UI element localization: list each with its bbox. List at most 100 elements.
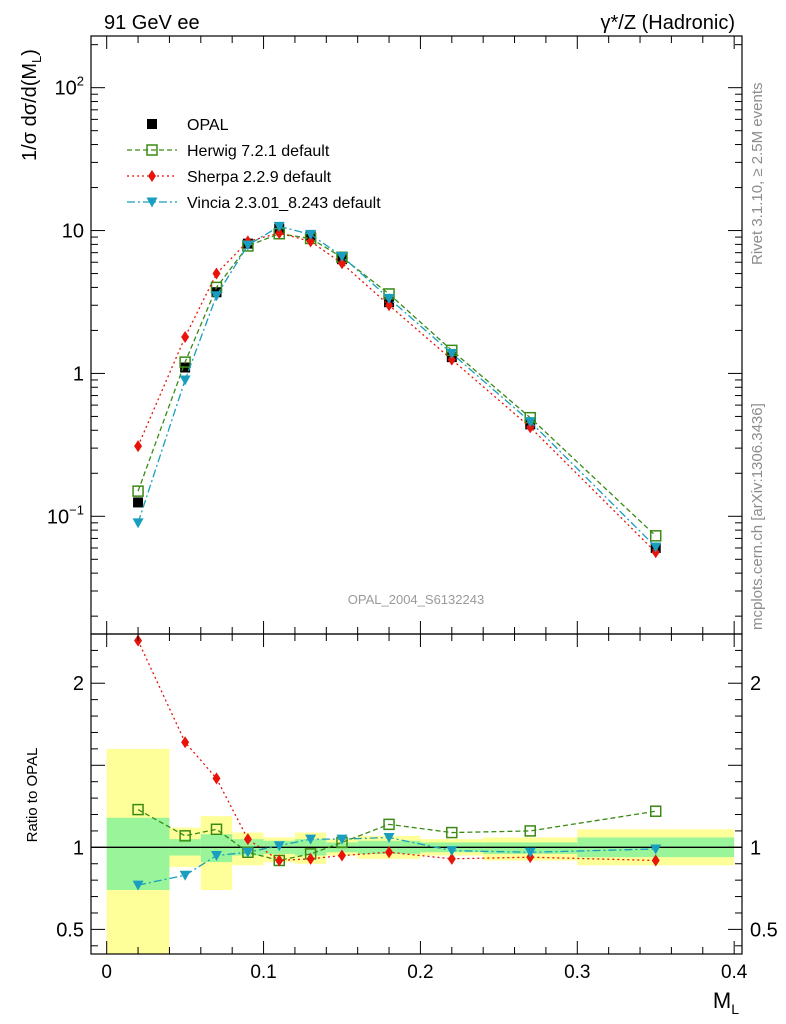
ratio-point-3-10: [650, 844, 662, 855]
side-label-upper: Rivet 3.1.10, ≥ 2.5M events: [749, 83, 766, 266]
main-y-tick-label: 10−1: [47, 502, 84, 528]
main-point-3-5: [305, 229, 317, 240]
ratio-point-3-5: [305, 834, 317, 845]
ratio-point-2-6: [337, 849, 346, 862]
main-point-0-0: [133, 497, 144, 508]
main-point-2-7: [385, 299, 394, 312]
main-point-3-2: [210, 291, 222, 302]
ratio-series-2: [134, 634, 660, 867]
legend-entry-0: OPAL: [147, 117, 229, 134]
ratio-y-axis-label: Ratio to OPAL: [24, 748, 41, 843]
ratio-panel: 0.5 0.5 1 1 2 2 Ratio to OPAL: [24, 633, 778, 955]
ratio-point-1-7: [383, 818, 395, 831]
ratio-point-2-7: [385, 846, 394, 859]
x-tick-label: 0.4: [721, 962, 748, 983]
ratio-point-1-9: [524, 825, 536, 837]
legend-entry-1: Herwig 7.2.1 default: [127, 143, 330, 160]
main-series-1: [132, 227, 662, 542]
main-point-3-9: [524, 417, 536, 428]
main-point-2-4: [275, 227, 284, 240]
ratio-point-1-0: [132, 803, 144, 816]
main-point-3-0: [132, 518, 144, 529]
analysis-label: OPAL_2004_S6132243: [348, 592, 484, 607]
main-point-3-1: [179, 375, 191, 386]
main-point-2-8: [447, 353, 456, 366]
ratio-bands: [106, 748, 735, 954]
ratio-point-3-4: [273, 841, 285, 852]
main-point-1-0: [132, 485, 144, 497]
header-right: γ*/Z (Hadronic): [601, 12, 735, 34]
main-y-tick-label: 1: [73, 363, 84, 385]
main-point-2-1: [181, 330, 190, 343]
ratio-point-2-3: [243, 833, 252, 846]
legend-marker-0: [147, 119, 157, 129]
ratio-point-1-10: [649, 805, 662, 817]
ratio-point-3-1: [179, 870, 191, 881]
ratio-y-tick-label: 0.5: [56, 919, 84, 941]
ratio-point-2-1: [181, 736, 190, 749]
x-tick-label: 0: [101, 962, 112, 983]
main-point-3-10: [650, 542, 662, 553]
side-label-lower: mcplots.cern.ch [arXiv:1306.3436]: [749, 403, 766, 630]
ratio-point-1-1: [179, 830, 191, 842]
main-point-3-4: [273, 221, 285, 232]
ratio-point-3-2: [210, 851, 222, 862]
main-point-3-7: [383, 293, 395, 304]
ratio-point-1-8: [446, 826, 458, 839]
main-line-1: [137, 233, 657, 537]
legend-entry-2: Sherpa 2.2.9 default: [127, 169, 332, 186]
ratio-line-2: [137, 640, 656, 862]
ratio-point-2-4: [275, 854, 284, 867]
main-point-2-0: [134, 440, 143, 453]
ratio-point-2-2: [212, 772, 221, 785]
ratio-series-3: [132, 832, 662, 891]
ratio-point-3-7: [383, 832, 395, 843]
legend-label-0: OPAL: [187, 117, 229, 134]
main-line-2: [137, 232, 657, 553]
legend-marker-3: [146, 197, 158, 208]
main-point-3-8: [446, 348, 458, 359]
ratio-point-2-5: [306, 852, 315, 865]
ratio-point-3-9: [524, 847, 536, 858]
x-axis-label: ML: [713, 988, 739, 1017]
legend-label-3: Vincia 2.3.01_8.243 default: [187, 195, 381, 212]
main-series-3: [132, 221, 662, 553]
ratio-line-1: [137, 809, 656, 862]
main-panel: 102 10 1 10−1 OPAL_2004_S6132243 1/σ dσ/d(M…: [19, 35, 743, 635]
main-y-tick-label: 10: [62, 221, 84, 243]
ratio-y-tick-label: 2: [73, 673, 84, 695]
ratio-point-1-2: [210, 823, 223, 836]
x-tick-label: 0.2: [407, 962, 433, 983]
main-point-2-6: [337, 257, 346, 270]
main-y-tick-exponent: 2: [77, 74, 84, 89]
ratio-point-2-10: [651, 854, 660, 867]
legend-marker-1: [146, 144, 158, 156]
main-point-1-10: [649, 530, 662, 542]
main-point-3-6: [336, 251, 348, 262]
band-green-0: [106, 817, 170, 890]
main-y-tick-exponent: −1: [69, 502, 84, 517]
legend-entry-3: Vincia 2.3.01_8.243 default: [127, 195, 381, 212]
header: 91 GeV ee γ*/Z (Hadronic): [104, 12, 735, 34]
main-point-2-5: [306, 235, 315, 248]
ratio-y-tick-label-right: 1: [750, 837, 761, 859]
ratio-point-2-8: [447, 852, 456, 865]
main-y-tick-label: 102: [55, 74, 84, 100]
x-tick-label: 0.3: [564, 962, 590, 983]
ratio-y-tick-label: 1: [73, 837, 84, 859]
ratio-point-3-8: [446, 846, 458, 857]
ratio-y-tick-label-right: 2: [750, 673, 761, 695]
legend-label-2: Sherpa 2.2.9 default: [187, 169, 332, 186]
main-series-2: [134, 227, 660, 559]
legend-marker-2: [148, 170, 156, 182]
ratio-point-3-0: [132, 880, 144, 891]
main-point-2-2: [212, 267, 221, 280]
ratio-point-3-3: [242, 847, 254, 858]
legend-label-1: Herwig 7.2.1 default: [187, 143, 330, 160]
main-point-1-1: [179, 356, 191, 368]
ratio-y-tick-label-right: 0.5: [750, 919, 778, 941]
main-y-axis-label: 1/σ dσ/d(ML): [19, 49, 44, 161]
ratio-frame: [90, 633, 743, 955]
x-tick-label: 0.1: [250, 962, 276, 983]
